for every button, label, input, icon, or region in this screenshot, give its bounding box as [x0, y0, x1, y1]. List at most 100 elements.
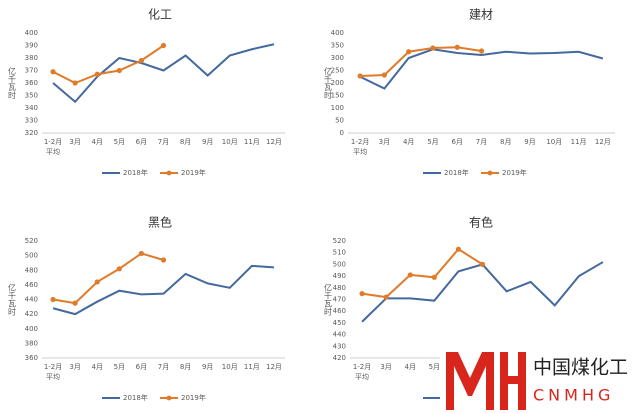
- y-tick-label: 400: [25, 29, 38, 37]
- x-tick-label: 9月: [202, 363, 213, 371]
- y-tick-label: 360: [25, 79, 38, 87]
- x-tick-label: 6月: [136, 138, 147, 146]
- series-line: [52, 43, 275, 104]
- y-tick-label: 300: [331, 54, 344, 62]
- x-tick-label: 5月: [427, 138, 438, 146]
- y-tick-label: 510: [333, 249, 346, 257]
- y-tick-label: 440: [25, 296, 38, 304]
- y-tick-label: 500: [25, 252, 38, 260]
- x-tick-label: 4月: [403, 138, 414, 146]
- point: [479, 261, 486, 267]
- y-tick-label: 420: [333, 354, 346, 362]
- legend-label: 2018年: [123, 393, 148, 402]
- chart-title: 化工: [148, 8, 172, 22]
- y-tick-label: 390: [25, 42, 38, 50]
- point: [160, 257, 167, 263]
- y-tick-label: 320: [25, 129, 38, 137]
- point: [407, 272, 413, 278]
- y-axis-label: 亿千瓦时: [8, 66, 17, 99]
- chart-title: 有色: [469, 216, 493, 230]
- x-tick-label: 7月: [158, 363, 169, 371]
- x-tick-label: 1-2月平均: [44, 138, 62, 156]
- point: [138, 250, 145, 257]
- legend-label: 2019年: [181, 168, 206, 177]
- y-tick-label: 330: [25, 117, 38, 125]
- point: [455, 246, 462, 252]
- y-tick-label: 490: [333, 272, 346, 280]
- x-tick-label: 3月: [69, 363, 80, 371]
- y-tick-label: 460: [333, 307, 346, 315]
- series-line: [52, 252, 164, 305]
- y-tick-label: 200: [331, 79, 344, 87]
- point: [478, 48, 485, 54]
- x-tick-label: 4月: [91, 138, 102, 146]
- legend-label: 2018年: [444, 168, 469, 177]
- point: [94, 279, 100, 285]
- point: [383, 294, 389, 300]
- series-line: [361, 247, 484, 299]
- y-tick-label: 350: [331, 42, 344, 50]
- point: [160, 42, 167, 49]
- y-tick-label: 400: [25, 325, 38, 333]
- point: [138, 57, 145, 64]
- x-tick-label: 11月: [244, 363, 260, 371]
- y-tick-label: 380: [25, 54, 38, 62]
- x-tick-label: 5月: [114, 138, 125, 146]
- point: [72, 300, 78, 306]
- x-tick-label: 12月: [266, 363, 282, 371]
- x-tick-label: 8月: [180, 138, 191, 146]
- y-tick-label: 380: [25, 339, 38, 347]
- y-tick-label: 430: [333, 342, 346, 350]
- legend-label: 2019年: [502, 168, 527, 177]
- y-axis-label: 亿千瓦时: [324, 283, 333, 316]
- y-tick-label: 360: [25, 354, 38, 362]
- watermark-text: 中国煤化工: [533, 357, 628, 379]
- y-tick-label: 50: [335, 117, 344, 125]
- y-tick-label: 460: [25, 281, 38, 289]
- x-tick-label: 12月: [266, 138, 282, 146]
- x-tick-label: 9月: [524, 138, 535, 146]
- x-tick-label: 3月: [380, 363, 391, 371]
- x-tick-label: 5月: [114, 363, 125, 371]
- x-tick-label: 10月: [222, 363, 238, 371]
- point: [406, 49, 412, 55]
- x-tick-label: 5月: [429, 363, 440, 371]
- y-axis-label: 亿千瓦时: [324, 66, 333, 99]
- series-line: [360, 46, 482, 77]
- chart-title: 黑色: [148, 216, 172, 230]
- x-tick-label: 12月: [595, 138, 611, 146]
- x-tick-label: 8月: [500, 138, 511, 146]
- y-axis-label: 亿千瓦时: [8, 283, 17, 316]
- y-tick-label: 450: [333, 319, 346, 327]
- x-tick-label: 6月: [451, 138, 462, 146]
- y-tick-label: 400: [331, 29, 344, 37]
- legend-marker: [166, 170, 172, 176]
- point: [50, 69, 56, 75]
- x-tick-label: 10月: [222, 138, 238, 146]
- watermark-subtext: CNMHG: [533, 386, 614, 405]
- point: [359, 291, 365, 297]
- y-tick-label: 370: [25, 67, 38, 75]
- y-tick-label: 500: [333, 260, 346, 268]
- legend-marker: [487, 170, 493, 176]
- y-tick-label: 100: [331, 104, 344, 112]
- x-tick-label: 10月: [546, 138, 562, 146]
- x-tick-label: 4月: [404, 363, 415, 371]
- y-tick-label: 520: [333, 237, 346, 245]
- x-tick-label: 3月: [69, 138, 80, 146]
- logo-m: [446, 352, 494, 410]
- y-tick-label: 340: [25, 104, 38, 112]
- series-line: [52, 44, 165, 85]
- x-tick-label: 1-2月平均: [44, 363, 62, 381]
- x-tick-label: 9月: [202, 138, 213, 146]
- series-line: [52, 264, 275, 316]
- y-tick-label: 520: [25, 237, 38, 245]
- y-tick-label: 440: [333, 331, 346, 339]
- y-tick-label: 420: [25, 310, 38, 318]
- point: [50, 296, 56, 303]
- x-tick-label: 1-2月平均: [351, 138, 369, 156]
- x-tick-label: 11月: [244, 138, 260, 146]
- point: [357, 73, 363, 79]
- point: [430, 45, 436, 51]
